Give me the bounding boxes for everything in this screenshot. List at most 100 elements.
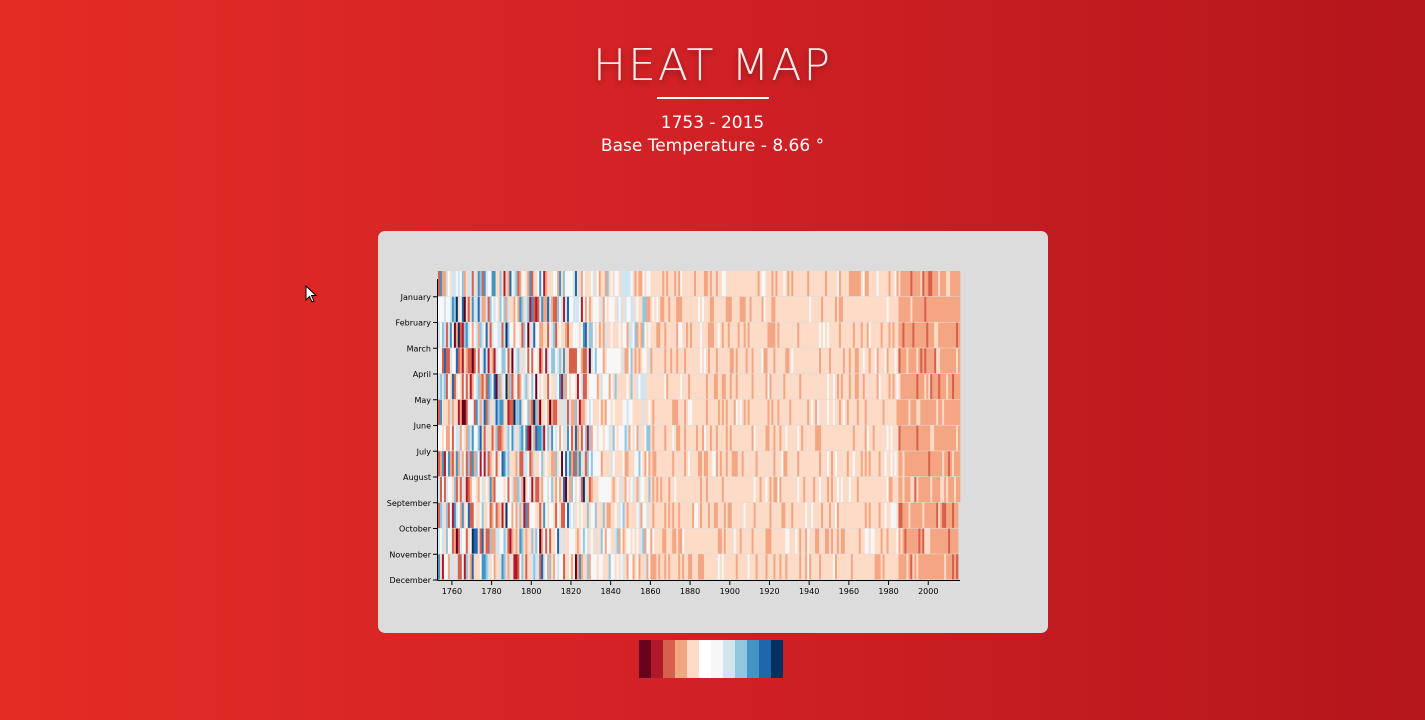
heatmap-cell[interactable] (588, 322, 592, 348)
heatmap-cell[interactable] (769, 502, 772, 528)
heatmap-cell[interactable] (928, 374, 931, 400)
heatmap-cell[interactable] (578, 296, 582, 322)
heatmap-cell[interactable] (946, 451, 949, 477)
heatmap-cell[interactable] (582, 528, 586, 554)
heatmap-cell[interactable] (952, 451, 955, 477)
heatmap-cell[interactable] (769, 271, 772, 297)
heatmap-cell[interactable] (465, 554, 469, 580)
heatmap-cell[interactable] (497, 554, 500, 580)
heatmap-cell[interactable] (856, 271, 860, 297)
heatmap-cell[interactable] (759, 451, 762, 477)
heatmap-cell[interactable] (717, 348, 721, 374)
heatmap-cell[interactable] (701, 296, 705, 322)
heatmap-cell[interactable] (549, 271, 552, 297)
heatmap-cell[interactable] (834, 374, 838, 400)
heatmap-cell[interactable] (505, 477, 508, 503)
heatmap-cell[interactable] (890, 477, 893, 503)
heatmap-cell[interactable] (612, 554, 615, 580)
heatmap-cell[interactable] (580, 502, 584, 528)
heatmap-cell[interactable] (739, 528, 743, 554)
heatmap-cell[interactable] (884, 451, 887, 477)
heatmap-cell[interactable] (936, 348, 939, 374)
heatmap-cell[interactable] (557, 554, 560, 580)
heatmap-cell[interactable] (475, 374, 479, 400)
heatmap-cell[interactable] (638, 425, 641, 451)
heatmap-cell[interactable] (614, 348, 617, 374)
heatmap-cell[interactable] (696, 451, 699, 477)
heatmap-cell[interactable] (479, 296, 483, 322)
heatmap-cell[interactable] (848, 554, 852, 580)
heatmap-cell[interactable] (533, 322, 536, 348)
heatmap-cell[interactable] (602, 296, 606, 322)
heatmap-cell[interactable] (739, 399, 743, 425)
heatmap-cell[interactable] (588, 554, 592, 580)
heatmap-cell[interactable] (737, 554, 741, 580)
heatmap-cell[interactable] (850, 271, 854, 297)
heatmap-cell[interactable] (662, 271, 665, 297)
heatmap-cell[interactable] (517, 502, 520, 528)
heatmap-cell[interactable] (902, 477, 905, 503)
heatmap-cell[interactable] (779, 296, 782, 322)
heatmap-cell[interactable] (473, 425, 477, 451)
heatmap-cell[interactable] (694, 348, 697, 374)
heatmap-cell[interactable] (827, 271, 830, 297)
heatmap-cell[interactable] (495, 502, 498, 528)
heatmap-cell[interactable] (898, 348, 901, 374)
heatmap-cell[interactable] (731, 348, 735, 374)
heatmap-cell[interactable] (711, 554, 715, 580)
heatmap-cell[interactable] (475, 425, 479, 451)
heatmap-cell[interactable] (761, 554, 764, 580)
heatmap-cell[interactable] (511, 348, 514, 374)
heatmap-cell[interactable] (541, 374, 544, 400)
heatmap-cell[interactable] (578, 451, 582, 477)
heatmap-cell[interactable] (858, 374, 862, 400)
heatmap-cell[interactable] (741, 477, 744, 503)
heatmap-cell[interactable] (457, 399, 461, 425)
heatmap-cell[interactable] (872, 502, 875, 528)
heatmap-cell[interactable] (894, 425, 897, 451)
heatmap-cell[interactable] (930, 425, 933, 451)
heatmap-cell[interactable] (535, 374, 538, 400)
heatmap-cell[interactable] (805, 322, 808, 348)
heatmap-cell[interactable] (578, 425, 582, 451)
heatmap-cell[interactable] (791, 348, 794, 374)
heatmap-cell[interactable] (821, 477, 824, 503)
heatmap-cell[interactable] (711, 451, 715, 477)
heatmap-cell[interactable] (574, 348, 578, 374)
heatmap-cell[interactable] (457, 425, 461, 451)
heatmap-cell[interactable] (876, 554, 879, 580)
heatmap-cell[interactable] (930, 554, 933, 580)
heatmap-cell[interactable] (515, 322, 518, 348)
heatmap-cell[interactable] (477, 502, 481, 528)
heatmap-cell[interactable] (942, 348, 945, 374)
heatmap-cell[interactable] (523, 322, 526, 348)
heatmap-cell[interactable] (922, 348, 925, 374)
heatmap-cell[interactable] (499, 322, 502, 348)
heatmap-cell[interactable] (713, 296, 717, 322)
heatmap-cell[interactable] (733, 348, 737, 374)
heatmap-cell[interactable] (876, 502, 879, 528)
heatmap-cell[interactable] (485, 348, 488, 374)
heatmap-cell[interactable] (910, 451, 913, 477)
heatmap-cell[interactable] (785, 554, 788, 580)
heatmap-cell[interactable] (817, 271, 820, 297)
heatmap-cell[interactable] (515, 296, 518, 322)
heatmap-cell[interactable] (856, 374, 860, 400)
heatmap-cell[interactable] (785, 271, 788, 297)
heatmap-cell[interactable] (602, 425, 606, 451)
heatmap-cell[interactable] (896, 528, 899, 554)
heatmap-cell[interactable] (846, 528, 850, 554)
heatmap-cell[interactable] (642, 348, 645, 374)
heatmap-cell[interactable] (950, 502, 953, 528)
heatmap-cell[interactable] (868, 451, 872, 477)
heatmap-cell[interactable] (777, 296, 780, 322)
heatmap-cell[interactable] (950, 296, 953, 322)
heatmap-cell[interactable] (701, 528, 705, 554)
heatmap-cell[interactable] (827, 477, 830, 503)
heatmap-cell[interactable] (898, 296, 901, 322)
heatmap-cell[interactable] (781, 451, 784, 477)
heatmap-cell[interactable] (646, 271, 649, 297)
heatmap-cell[interactable] (576, 502, 580, 528)
heatmap-cell[interactable] (497, 451, 500, 477)
heatmap-cell[interactable] (676, 477, 679, 503)
